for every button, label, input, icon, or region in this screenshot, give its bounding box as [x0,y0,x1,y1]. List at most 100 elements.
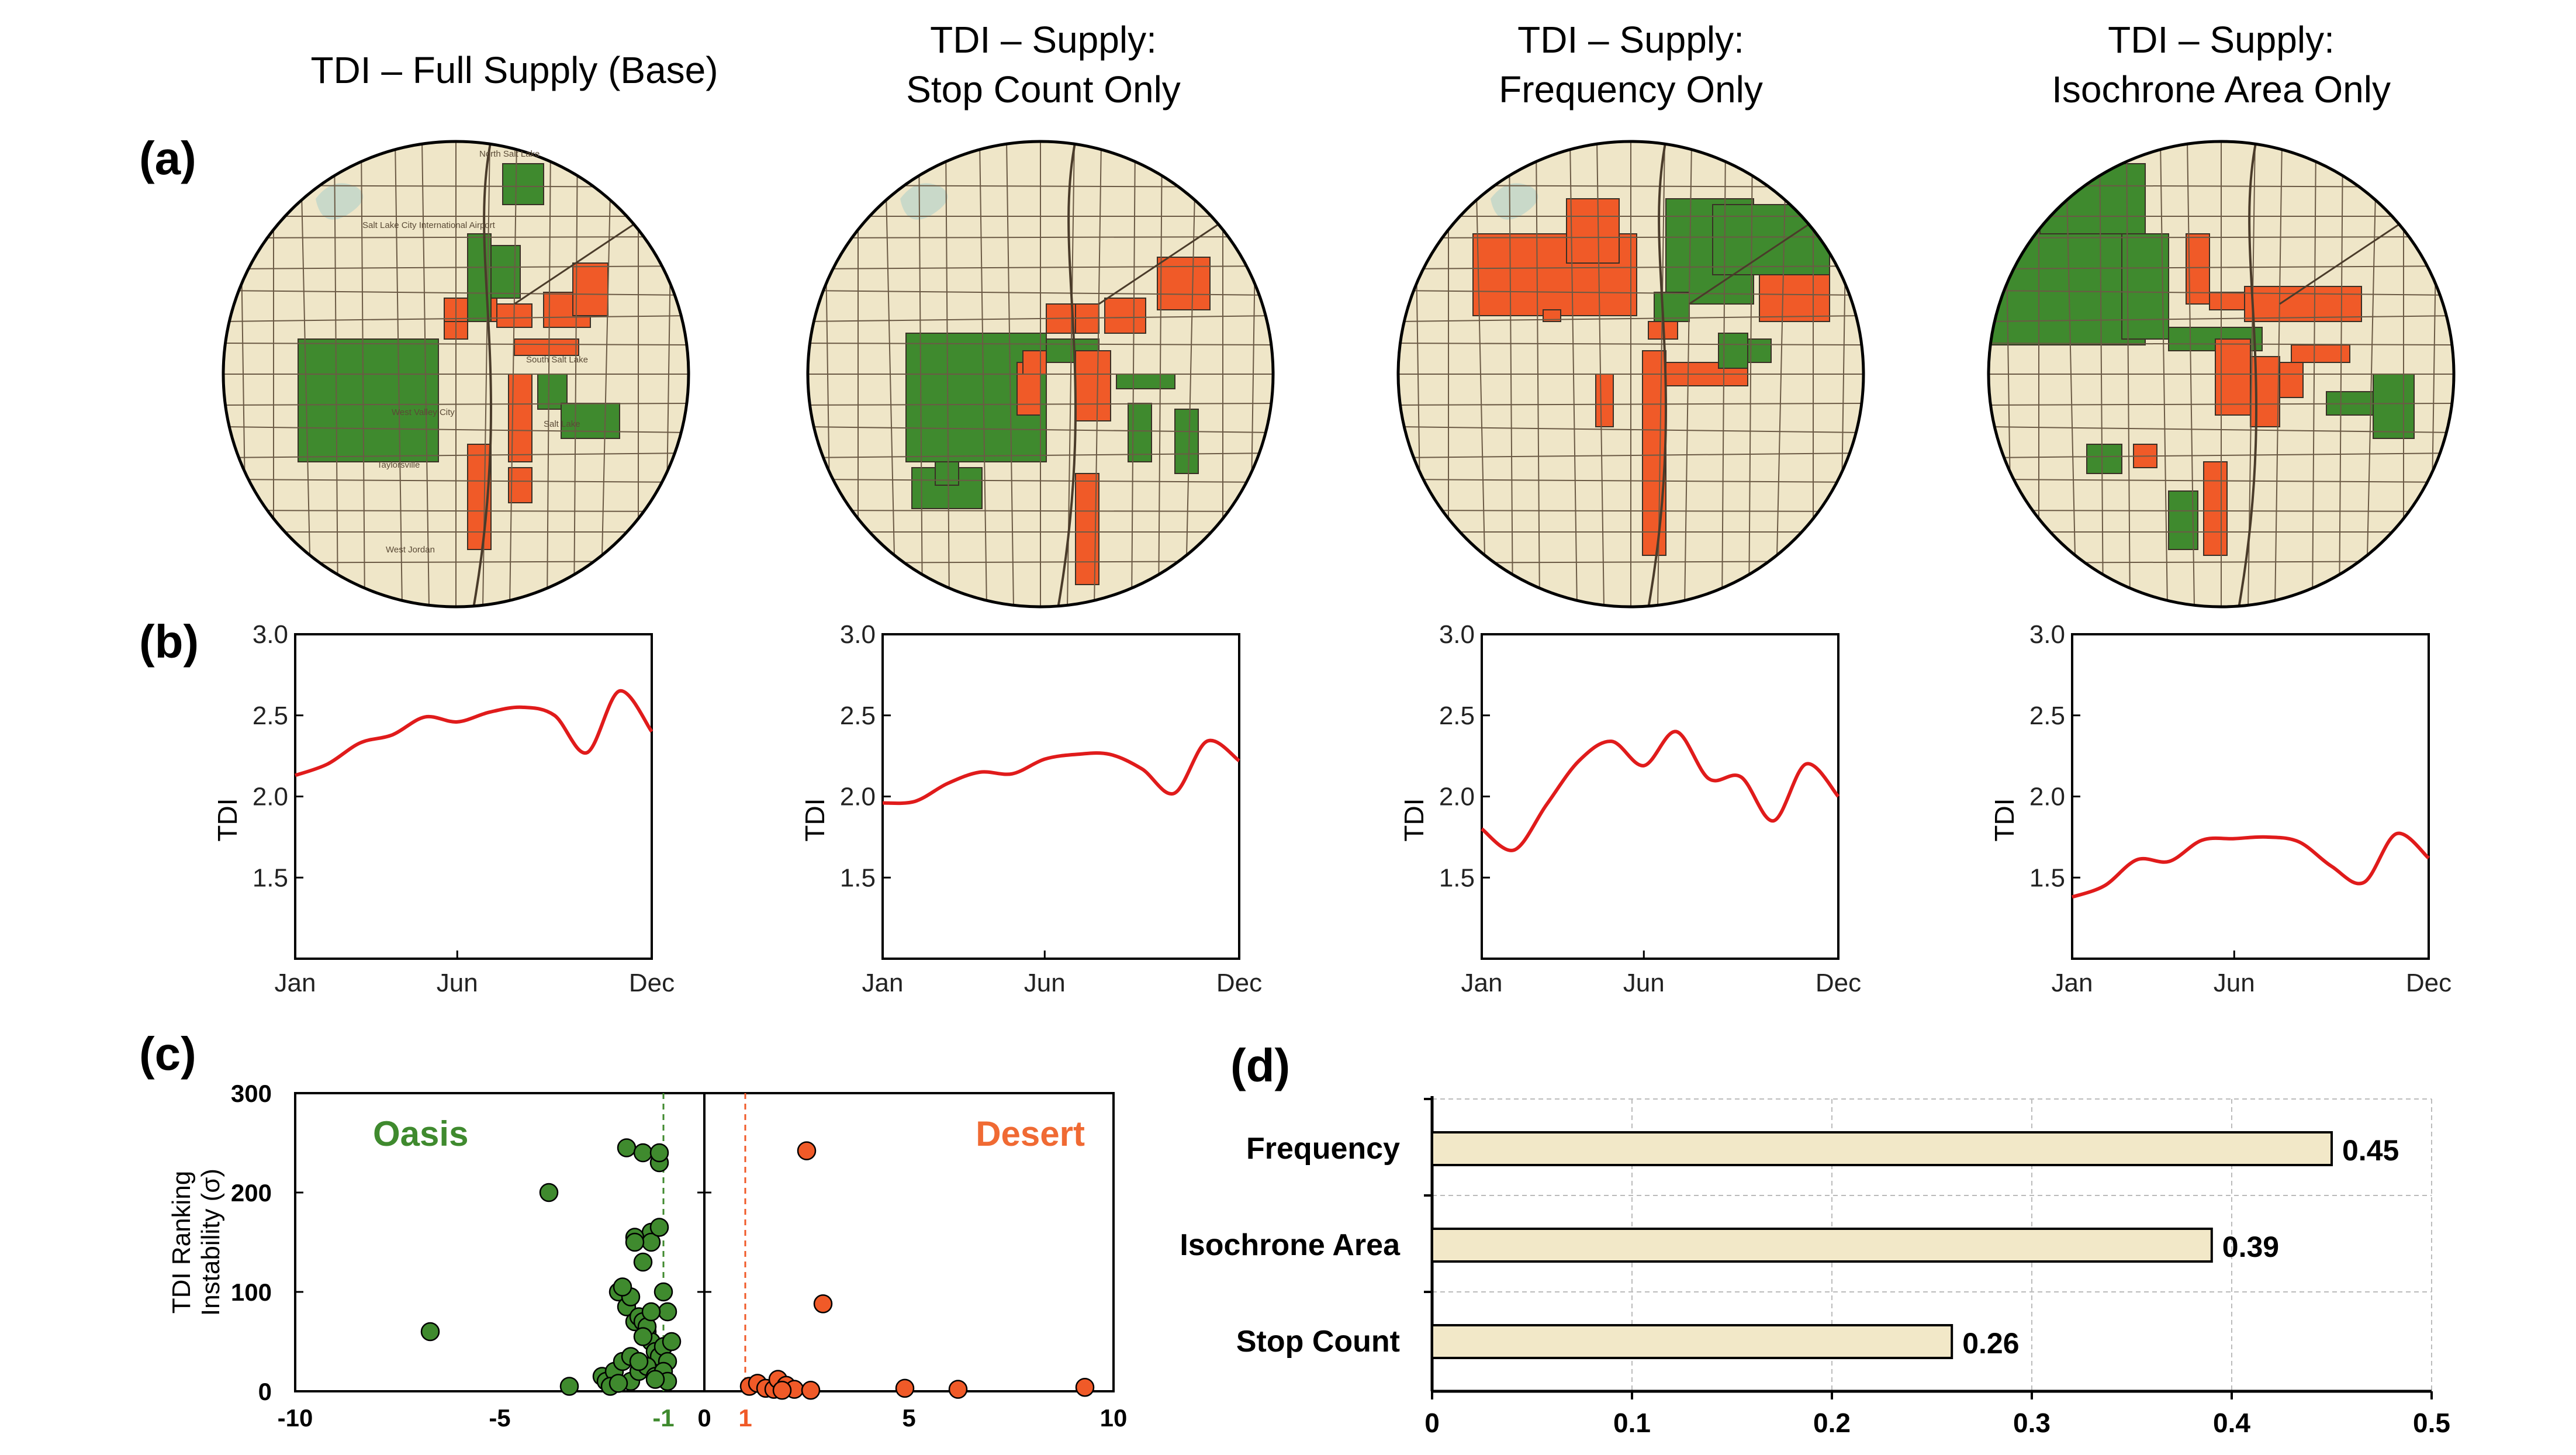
x-tick-label: Dec [629,969,675,997]
map-title-1-line1: TDI – Full Supply (Base) [310,49,718,91]
category-label: Stop Count [1236,1325,1400,1359]
road [1684,141,1692,607]
x-tick-label: Jan [1461,969,1503,997]
oasis-point [658,1302,677,1322]
y-axis-label: TDI [212,798,243,841]
x-tick-label: 5 [902,1404,915,1432]
oasis-point [653,1282,673,1302]
line-chart-1: 1.5 2.0 2.5 3.0 Jan Jun Dec TDI [212,620,675,997]
tdi-series-line [882,738,1240,806]
map-title-2-line1: TDI – Supply: [930,19,1157,61]
desert-point [948,1380,968,1399]
plot-frame [881,633,1240,960]
label-south-salt-lake: South Salt Lake [526,355,588,365]
x-tick-label: Dec [1216,969,1262,997]
category-label: Isochrone Area [1180,1228,1401,1262]
tdi-series-line [1481,730,1840,852]
oasis-tract [1718,333,1748,369]
highway [2238,141,2257,607]
oasis-point [625,1232,645,1252]
map-title-2-line2: Stop Count Only [906,68,1181,110]
road [509,141,517,607]
map-stop-count-only [808,141,1273,607]
lake-shape [316,183,364,220]
y-tick-label: 2.0 [1439,783,1475,811]
desert-tract [2279,362,2304,398]
line-chart-4: 1.5 2.0 2.5 3.0 Jan Jun Dec TDI [1989,620,2451,997]
oasis-tract [1747,338,1772,363]
x-tick-label: 0 [697,1404,711,1432]
oasis-tract [935,461,959,486]
road [1775,141,1787,607]
x-tick-label: 0.1 [1613,1408,1651,1438]
supply-importance-bar-chart: 0 0.1 0.2 0.3 0.4 0.5 Frequency 0.45 Isochrone A… [1180,1096,2450,1438]
y-tick-label: 1.5 [840,863,876,892]
road [808,426,1273,433]
oasis-tract [490,245,521,299]
x-tick-label: -10 [278,1404,313,1432]
bar-stop-count [1431,1324,1953,1359]
road [2366,141,2377,607]
oasis-point [649,1143,669,1163]
panel-label-c: (c) [139,1028,196,1080]
desert-annotation: Desert [976,1114,1085,1153]
x-tick-label: 0.4 [2213,1408,2250,1438]
oasis-point [420,1322,440,1342]
y-tick-label: 0 [258,1378,272,1405]
road [600,141,612,607]
x-tick-label: 0.2 [1813,1408,1851,1438]
x-tick-label: Jun [1623,969,1665,997]
bar-isochrone-area [1431,1228,2213,1263]
highway [1647,141,1667,607]
y-tick-label: 100 [231,1278,272,1306]
x-tick-label: 1 [738,1404,752,1432]
y-axis-label-line1: TDI Ranking [167,1171,196,1314]
desert-tract [1075,350,1111,421]
label-north-salt-lake: North Salt Lake [479,149,540,159]
desert-tract [2203,461,2228,556]
oasis-point [633,1143,653,1163]
label-west-jordan: West Jordan [386,545,435,555]
desert-tract [1566,198,1620,264]
road [573,141,578,607]
y-tick-label: 200 [231,1179,272,1207]
road [1989,426,2454,433]
map-frequency-only [1398,141,1863,607]
y-tick-label: 3.0 [2029,620,2065,649]
y-tick-label: 1.5 [253,863,288,892]
label-airport: Salt Lake City International Airport [362,220,496,230]
road [1398,452,1863,458]
desert-tract [1759,274,1830,322]
line-chart-3: 1.5 2.0 2.5 3.0 Jan Jun Dec TDI [1399,620,1861,997]
map-title-4-line2: Isochrone Area Only [2052,68,2391,110]
desert-tract [1157,257,1211,310]
bar-value-label: 0.39 [2222,1231,2279,1263]
desert-tract [508,467,533,503]
oasis-tract [2086,444,2122,474]
map-border-3 [1396,140,1865,609]
panel-label-b: (b) [139,616,199,668]
oasis-point [633,1327,653,1346]
y-tick-label: 3.0 [840,620,876,649]
label-salt-lake: Salt Lake [544,419,580,429]
x-tick-label: Jun [1024,969,1066,997]
x-tick-label: Jan [862,969,904,997]
lake-shape [1491,183,1538,220]
bar-value-label: 0.45 [2342,1134,2399,1167]
y-axis-label: TDI [1399,798,1429,841]
y-tick-label: 2.0 [840,783,876,811]
road [2274,141,2283,607]
road [808,510,1273,512]
bar-value-label: 0.26 [1962,1327,2019,1360]
oasis-point [608,1374,628,1393]
map-border-1 [222,140,690,609]
desert-tract [2244,286,2362,322]
desert-tract [2291,344,2350,363]
desert-tract [2209,292,2245,310]
panel-label-d: (d) [1230,1039,1290,1091]
desert-point [1075,1377,1095,1397]
line-chart-2: 1.5 2.0 2.5 3.0 Jan Jun Dec TDI [800,620,1262,997]
y-tick-label: 1.5 [2029,863,2065,892]
